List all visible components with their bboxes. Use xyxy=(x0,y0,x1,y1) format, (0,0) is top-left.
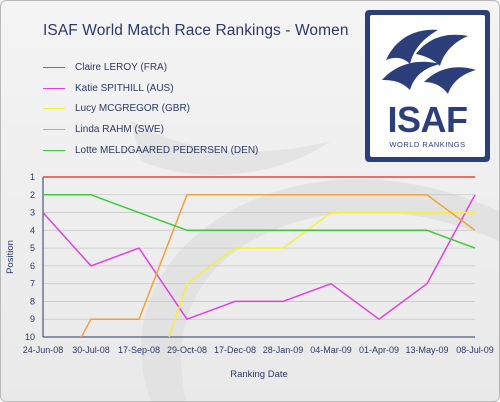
legend-swatch xyxy=(43,66,65,68)
legend-swatch xyxy=(43,150,65,152)
x-tick-label: 28-Jan-09 xyxy=(263,345,304,355)
legend-label: Linda RAHM (SWE) xyxy=(75,124,164,136)
x-axis-title: Ranking Date xyxy=(230,369,288,380)
y-tick-label: 3 xyxy=(30,208,35,218)
x-tick-label: 30-Jul-08 xyxy=(72,345,110,355)
y-tick-label: 5 xyxy=(30,243,35,253)
legend-swatch xyxy=(43,108,65,110)
y-axis-title: Position xyxy=(5,240,16,274)
legend-item-linda-rahm-swe: Linda RAHM (SWE) xyxy=(43,119,258,140)
x-tick-label: 17-Dec-08 xyxy=(214,345,256,355)
x-tick-label: 17-Sep-08 xyxy=(118,345,160,355)
isaf-logo: ISAF WORLD RANKINGS xyxy=(365,10,490,162)
legend-item-katie-spithill-aus: Katie SPITHILL (AUS) xyxy=(43,78,258,99)
chart-title: ISAF World Match Race Rankings - Women xyxy=(43,22,349,39)
y-tick-label: 7 xyxy=(30,279,35,289)
chart-legend: Claire LEROY (FRA) Katie SPITHILL (AUS) Lu… xyxy=(43,57,258,161)
x-tick-label: 01-Apr-09 xyxy=(359,345,399,355)
logo-wordmark: ISAF xyxy=(387,99,468,140)
legend-label: Claire LEROY (FRA) xyxy=(75,61,168,73)
x-tick-label: 13-May-09 xyxy=(405,345,448,355)
series-line-katie-spithill-aus xyxy=(43,194,476,320)
series-line-linda-rahm-swe xyxy=(80,194,476,337)
series-line-lotte-meldgaared-pedersen-den xyxy=(43,194,476,249)
y-tick-label: 2 xyxy=(30,190,35,200)
logo-panel: ISAF WORLD RANKINGS xyxy=(370,15,485,157)
legend-item-lucy-mcgregor-gbr: Lucy MCGREGOR (GBR) xyxy=(43,99,258,120)
legend-swatch xyxy=(43,129,65,131)
y-tick-label: 10 xyxy=(25,332,35,342)
y-tick-label: 1 xyxy=(30,172,35,182)
y-tick-label: 9 xyxy=(30,314,35,324)
legend-item-lotte-meldgaared-pedersen-den: Lotte MELDGAARED PEDERSEN (DEN) xyxy=(43,140,258,161)
legend-item-claire-leroy-fra: Claire LEROY (FRA) xyxy=(43,57,258,78)
legend-label: Katie SPITHILL (AUS) xyxy=(75,82,174,94)
legend-swatch xyxy=(43,87,65,89)
y-tick-label: 8 xyxy=(30,296,35,306)
x-tick-label: 24-Jun-08 xyxy=(23,345,64,355)
sails-icon xyxy=(382,29,476,94)
legend-label: Lotte MELDGAARED PEDERSEN (DEN) xyxy=(75,145,259,157)
x-tick-label: 04-Mar-09 xyxy=(310,345,352,355)
legend-label: Lucy MCGREGOR (GBR) xyxy=(75,103,191,115)
y-tick-label: 6 xyxy=(30,261,35,271)
y-tick-label: 4 xyxy=(30,225,35,235)
x-tick-label: 29-Oct-08 xyxy=(167,345,207,355)
x-tick-label: 08-Jul-09 xyxy=(456,345,494,355)
logo-subtitle: WORLD RANKINGS xyxy=(389,140,466,149)
